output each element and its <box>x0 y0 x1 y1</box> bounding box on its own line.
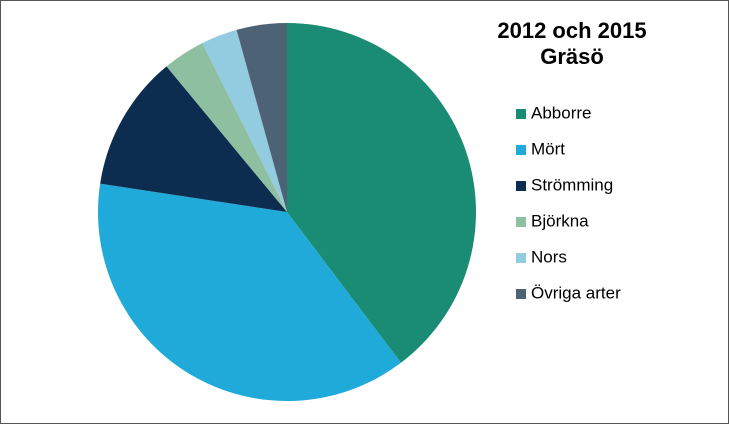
legend-label: Björkna <box>531 211 589 230</box>
legend-label: Nors <box>531 247 567 266</box>
legend-label: Strömming <box>531 175 613 194</box>
pie-slice <box>97 183 401 402</box>
legend-swatch <box>516 253 526 263</box>
legend-swatch <box>516 217 526 227</box>
pie-slice <box>287 23 476 363</box>
legend-label: Övriga arter <box>531 283 621 302</box>
chart-title: Gräsö <box>540 44 604 69</box>
pie-slice <box>236 23 287 212</box>
pie-slice <box>166 43 287 213</box>
pie-slice <box>202 29 287 212</box>
legend-label: Abborre <box>531 103 591 122</box>
legend-swatch <box>516 109 526 119</box>
pie-slice <box>100 66 287 213</box>
legend-swatch <box>516 289 526 299</box>
legend-label: Mört <box>531 139 565 158</box>
chart-title: 2012 och 2015 <box>497 18 646 43</box>
legend-swatch <box>516 145 526 155</box>
legend-swatch <box>516 181 526 191</box>
